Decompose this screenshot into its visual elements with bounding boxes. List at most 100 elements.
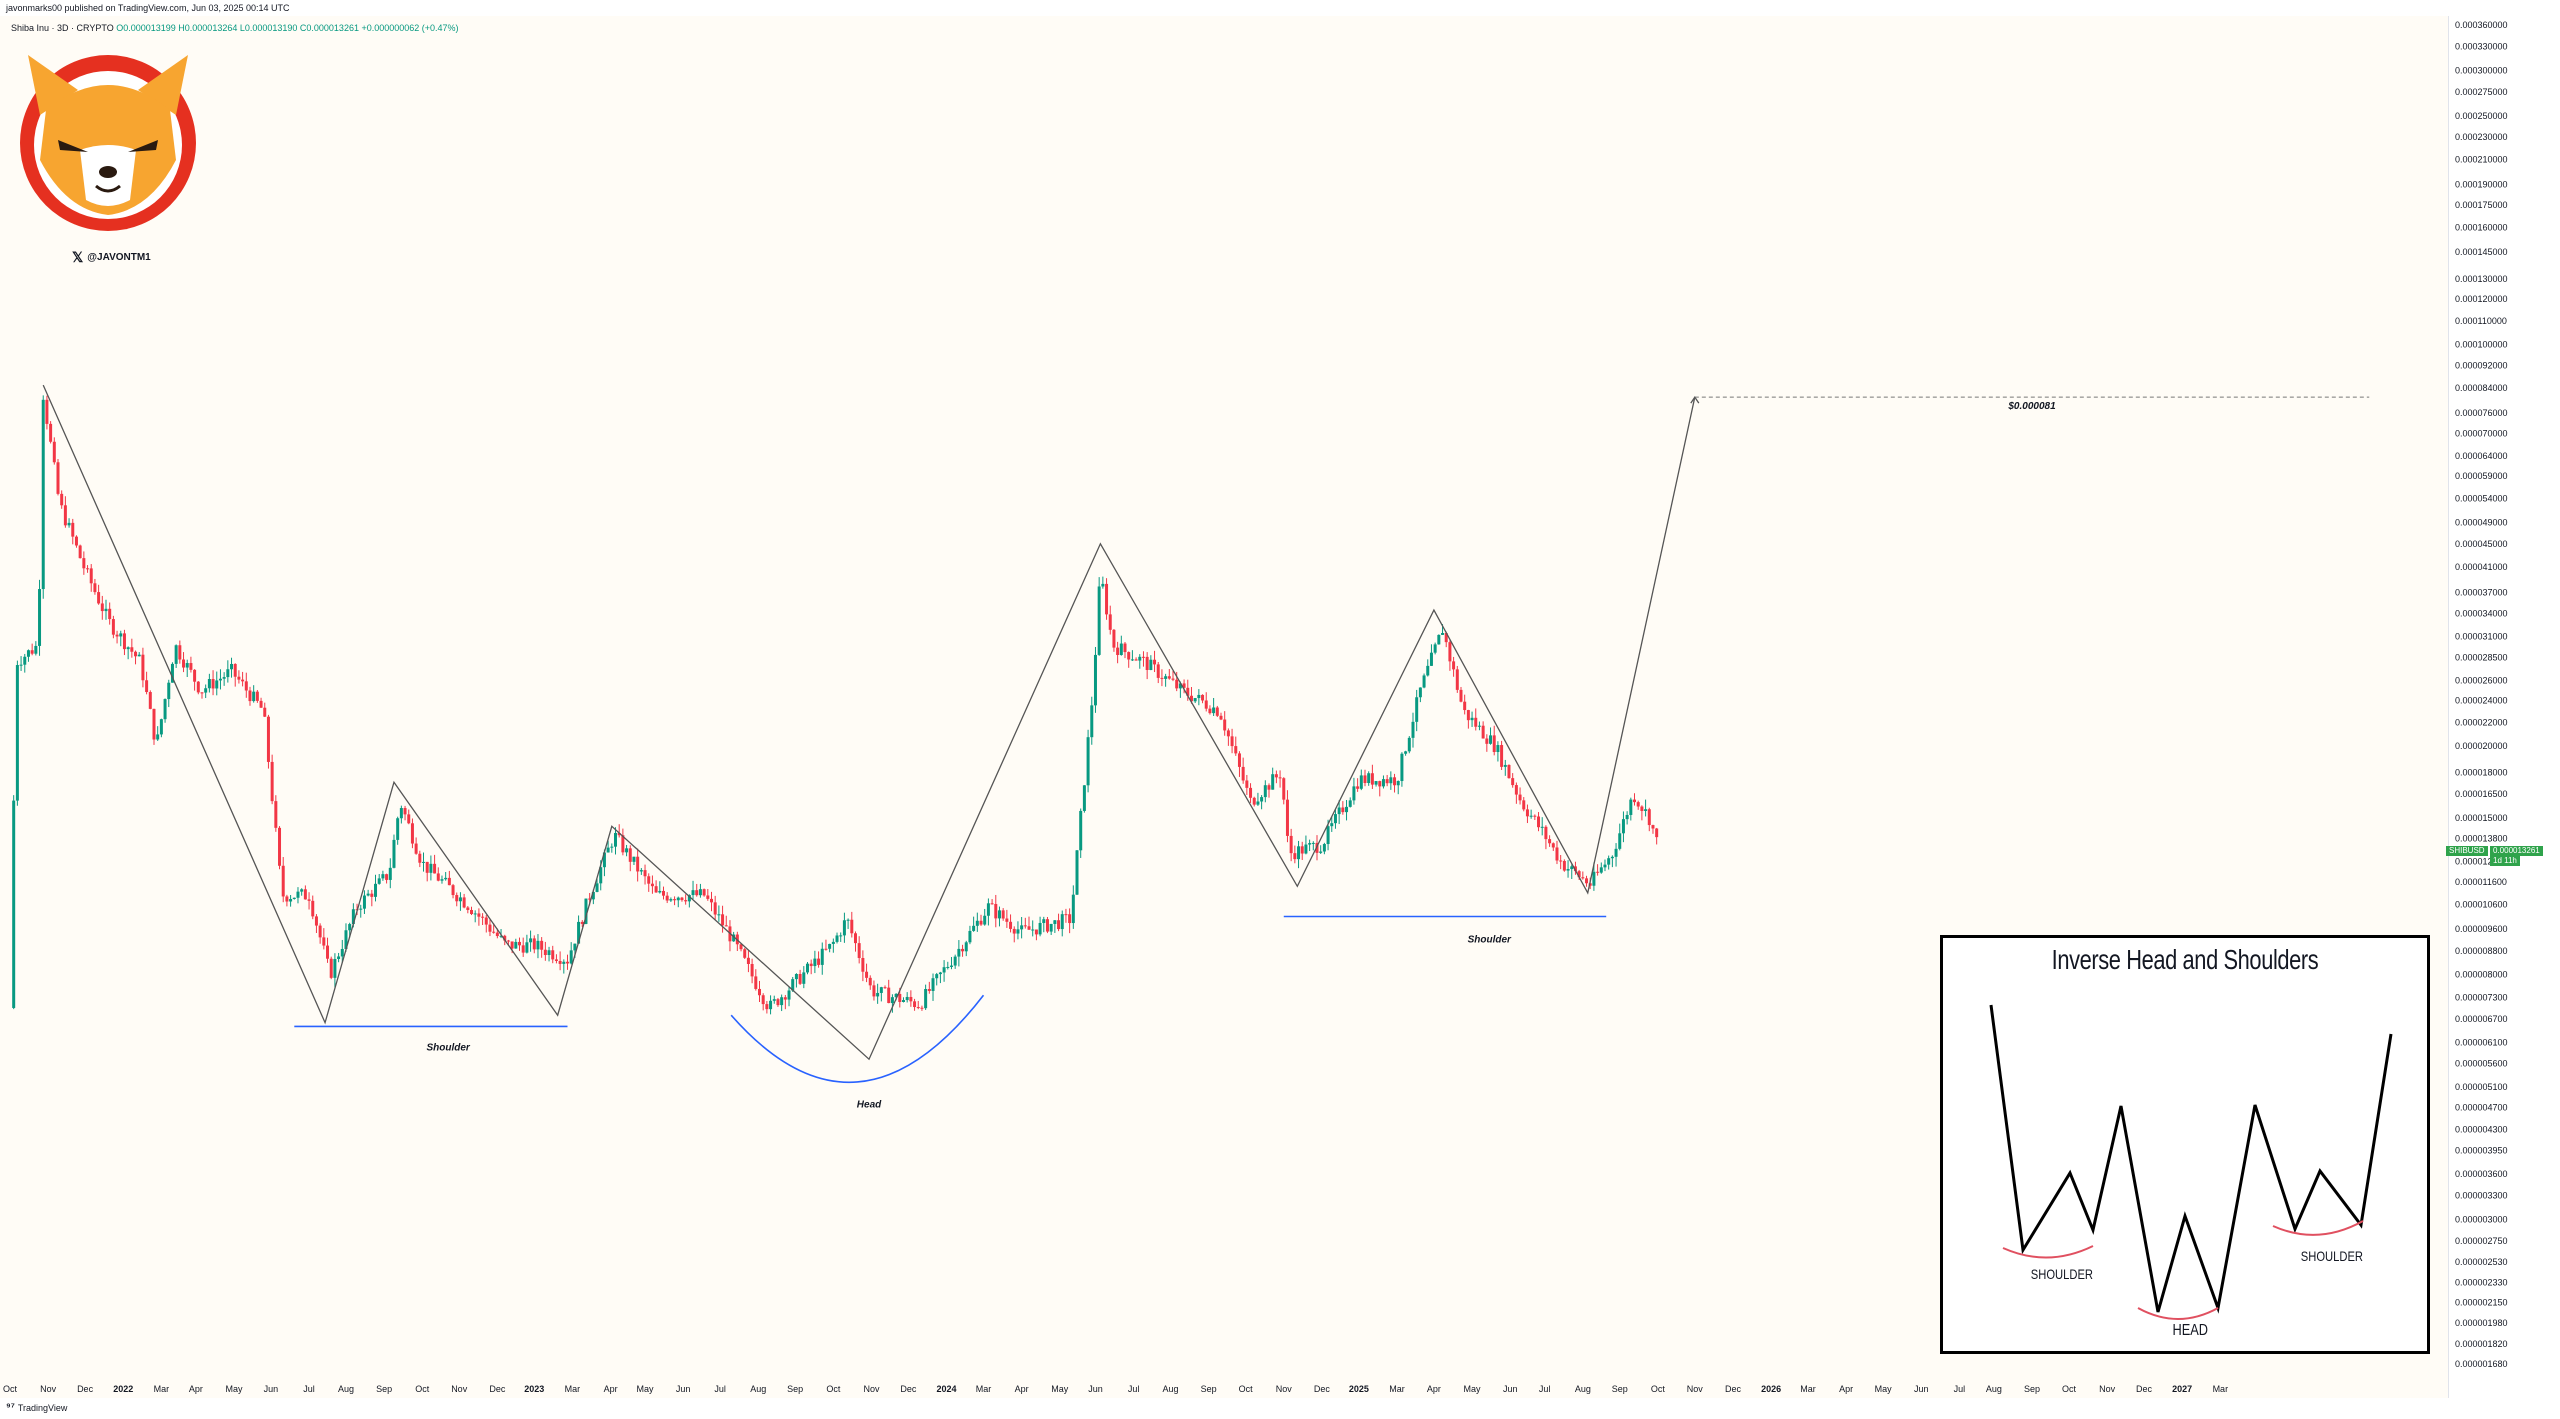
candle-body bbox=[1038, 922, 1042, 935]
candle-body bbox=[883, 987, 887, 989]
candle-body bbox=[986, 903, 990, 916]
candle-body bbox=[351, 909, 355, 925]
candle-body bbox=[1485, 738, 1489, 744]
candle-body bbox=[916, 1007, 920, 1009]
candle-body bbox=[41, 399, 45, 590]
handle-text: @JAVONTM1 bbox=[87, 252, 151, 263]
inset-title: Inverse Head and Shoulders bbox=[2051, 944, 2319, 975]
x-tick-label: Nov bbox=[1687, 1384, 1704, 1394]
candle-body bbox=[1514, 785, 1518, 795]
candle-body bbox=[1071, 894, 1075, 924]
candle-body bbox=[167, 682, 171, 700]
candle-body bbox=[23, 656, 27, 665]
inset-left-shoulder-label: SHOULDER bbox=[2030, 1266, 2094, 1282]
y-tick-label: 0.000110000 bbox=[2455, 316, 2507, 326]
candle-body bbox=[34, 645, 38, 654]
candle-body bbox=[1130, 659, 1134, 661]
candle-body bbox=[872, 985, 876, 997]
candle-body bbox=[654, 886, 658, 893]
candle-body bbox=[529, 938, 533, 943]
y-tick-label: 0.000076000 bbox=[2455, 408, 2508, 418]
candle-body bbox=[691, 890, 695, 896]
candle-body bbox=[1289, 835, 1293, 854]
candle-body bbox=[74, 536, 78, 546]
candle-body bbox=[447, 877, 451, 886]
x-tick-label: Jul bbox=[303, 1384, 315, 1394]
candle-body bbox=[414, 843, 418, 854]
candle-body bbox=[610, 846, 614, 848]
candle-body bbox=[1348, 800, 1352, 807]
candle-body bbox=[684, 900, 688, 902]
candle-body bbox=[1415, 697, 1419, 722]
candle-body bbox=[661, 890, 665, 896]
candle-body bbox=[12, 800, 16, 1008]
candle-body bbox=[614, 832, 618, 847]
candle-body bbox=[602, 852, 606, 868]
candle-body bbox=[1245, 780, 1249, 788]
candle-body bbox=[1599, 867, 1603, 873]
candle-body bbox=[1319, 851, 1323, 853]
candle-body bbox=[444, 877, 448, 880]
candle-body bbox=[1444, 632, 1448, 643]
candle-body bbox=[1068, 914, 1072, 924]
x-tick-label: Nov bbox=[451, 1384, 468, 1394]
x-tick-label: Jul bbox=[1954, 1384, 1966, 1394]
x-tick-label: Mar bbox=[565, 1384, 581, 1394]
inset-drawing bbox=[1989, 1004, 2393, 1320]
candle-body bbox=[1555, 847, 1559, 861]
candle-body bbox=[809, 963, 813, 967]
candle-body bbox=[1507, 764, 1511, 779]
y-tick-label: 0.000059000 bbox=[2455, 471, 2508, 481]
candle-body bbox=[1548, 839, 1552, 844]
tradingview-logo-icon: ⁹⁷ bbox=[6, 1402, 15, 1413]
candle-body bbox=[901, 1000, 905, 1002]
candle-body bbox=[724, 925, 728, 927]
candle-body bbox=[1145, 656, 1149, 671]
candle-body bbox=[1219, 715, 1223, 720]
candle-body bbox=[1359, 775, 1363, 789]
candle-body bbox=[340, 948, 344, 957]
x-tick-label: 2023 bbox=[524, 1384, 544, 1394]
candle-body bbox=[274, 801, 278, 828]
candle-body bbox=[1031, 929, 1035, 931]
inset-head-arc bbox=[2137, 1307, 2219, 1320]
candle-body bbox=[577, 921, 581, 944]
inset-right-shoulder-label: SHOULDER bbox=[2300, 1248, 2364, 1264]
candle-body bbox=[957, 948, 961, 957]
candle-body bbox=[285, 896, 289, 902]
inset-right-shoulder-arc bbox=[2272, 1220, 2364, 1236]
y-tick-label: 0.000016500 bbox=[2455, 789, 2508, 799]
candle-body bbox=[126, 647, 130, 650]
candle-body bbox=[1123, 643, 1127, 653]
candle-body bbox=[905, 996, 909, 1001]
price-axis[interactable] bbox=[2448, 16, 2560, 1398]
candle-body bbox=[1566, 869, 1570, 871]
candle-body bbox=[514, 941, 518, 949]
y-tick-label: 0.000064000 bbox=[2455, 451, 2508, 461]
candle-body bbox=[241, 679, 245, 682]
candle-body bbox=[580, 921, 584, 924]
candle-body bbox=[1411, 721, 1415, 738]
y-tick-label: 0.000250000 bbox=[2455, 111, 2508, 121]
candle-body bbox=[1260, 797, 1264, 802]
candle-body bbox=[1418, 687, 1422, 698]
candle-body bbox=[451, 885, 455, 896]
y-tick-label: 0.000013800 bbox=[2455, 834, 2508, 844]
y-tick-label: 0.000054000 bbox=[2455, 493, 2508, 503]
candle-body bbox=[920, 1007, 924, 1009]
y-tick-label: 0.000011600 bbox=[2455, 877, 2507, 887]
y-tick-label: 0.000120000 bbox=[2455, 294, 2508, 304]
candle-body bbox=[303, 889, 307, 900]
candle-body bbox=[1607, 858, 1611, 865]
candle-body bbox=[1116, 647, 1120, 655]
last-price-tag: 0.000013261 bbox=[2490, 846, 2543, 856]
candle-body bbox=[15, 665, 19, 801]
y-tick-label: 0.000007300 bbox=[2455, 993, 2508, 1003]
candle-body bbox=[1644, 809, 1648, 811]
candle-body bbox=[1573, 866, 1577, 872]
x-axis: Oct Nov Dec 2022 Mar Apr May Jun Jul Aug Sep Oct Nov… bbox=[3, 1384, 2228, 1394]
candle-body bbox=[152, 708, 156, 740]
candle-body bbox=[1585, 878, 1589, 884]
candle-body bbox=[196, 681, 200, 693]
candle-body bbox=[1045, 919, 1049, 932]
